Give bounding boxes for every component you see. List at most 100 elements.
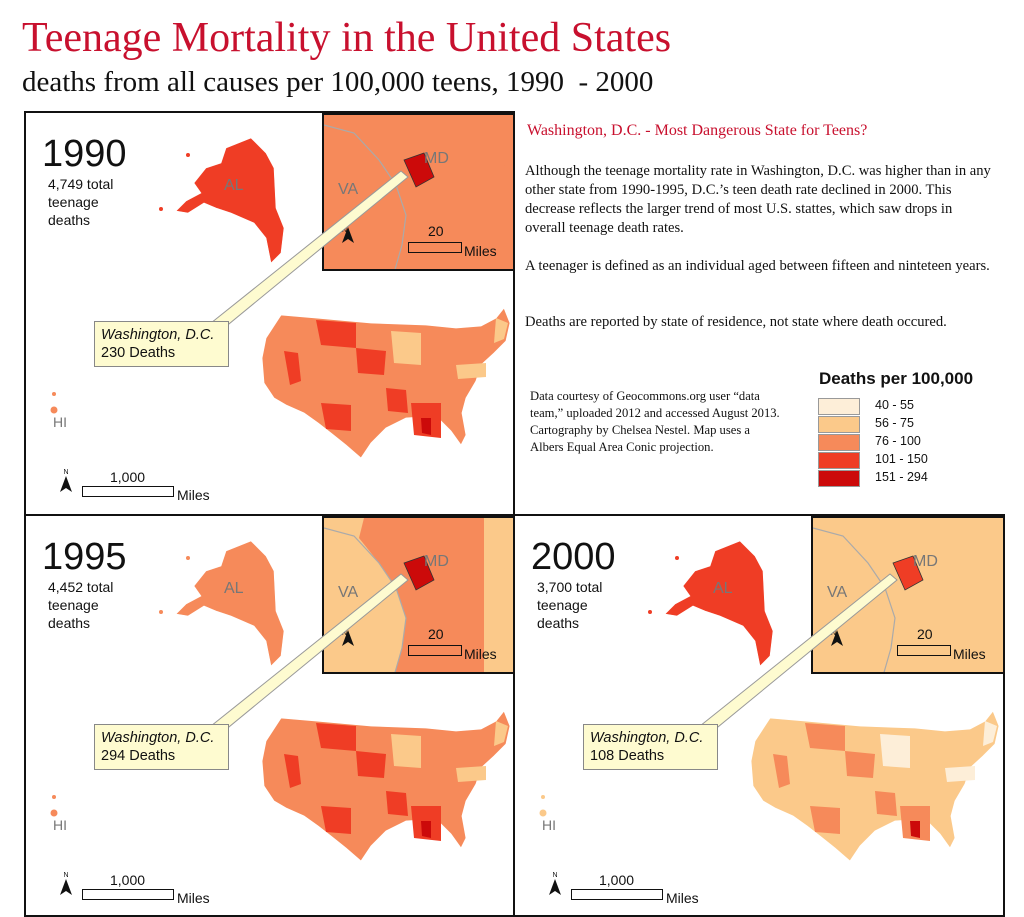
maryland-label: MD [424, 150, 449, 167]
legend-swatch [818, 416, 860, 433]
alaska-label: AL [224, 177, 244, 194]
inset-scale-bar [408, 242, 462, 253]
dc-callout: Washington, D.C. 294 Deaths [94, 724, 229, 770]
virginia-label: VA [338, 181, 359, 198]
north-arrow-icon [342, 630, 354, 646]
map-scale-unit: Miles [177, 487, 210, 503]
dc-inset-map: MD VA N 20 Miles [811, 516, 1003, 674]
state-block [284, 754, 301, 788]
state-block [845, 751, 875, 778]
panel-year: 2000 [531, 536, 616, 578]
aleutian-island [675, 556, 679, 560]
data-credit: Data courtesy of Geocommons.org user “da… [530, 389, 780, 454]
hawaii-label: HI [53, 817, 67, 833]
us-contiguous-shape [261, 307, 511, 459]
inset-north-arrow: N [831, 630, 843, 646]
state-block [316, 723, 356, 751]
state-block [773, 754, 790, 788]
dc-callout: Washington, D.C. 108 Deaths [583, 724, 718, 770]
us-contiguous-shape [261, 710, 511, 862]
panel-total-deaths: 3,700 total teenage deaths [537, 579, 603, 631]
north-label: N [63, 469, 69, 476]
legend-label: 56 - 75 [875, 416, 914, 430]
maryland-shape [359, 518, 484, 672]
aleutian-island [648, 610, 652, 614]
dc-inset-svg [324, 518, 513, 672]
aleutian-island [186, 153, 190, 157]
panel-year: 1990 [42, 133, 127, 175]
inset-scale-bar [897, 645, 951, 656]
state-block [875, 791, 897, 816]
hawaii-island [52, 795, 56, 799]
virginia-label: VA [827, 584, 848, 601]
north-arrow: N [549, 872, 561, 900]
dc-shape [403, 152, 435, 188]
legend-title: Deaths per 100,000 [819, 369, 974, 388]
sidebar-paragraph-3: Deaths are reported by state of residenc… [525, 314, 947, 330]
state-block [386, 791, 408, 816]
panel-year: 1995 [42, 536, 127, 578]
callout-place: Washington, D.C. [590, 730, 704, 746]
state-block [391, 734, 421, 768]
state-block [421, 821, 431, 838]
state-block [421, 418, 431, 435]
map-scale-unit: Miles [177, 890, 210, 906]
north-arrow-icon [831, 630, 843, 646]
inset-scale-unit: Miles [953, 646, 986, 662]
map-scale-unit: Miles [666, 890, 699, 906]
north-arrow: N [60, 872, 72, 900]
sidebar-paragraph-2: A teenager is defined as an individual a… [525, 258, 990, 274]
hawaii-island [50, 809, 58, 817]
us-map [50, 137, 511, 459]
north-label: N [63, 872, 69, 879]
delaware-strip [499, 115, 513, 171]
state-block [494, 721, 508, 746]
state-block [983, 721, 997, 746]
north-arrow: N [60, 469, 72, 497]
hawaii-label: HI [542, 817, 556, 833]
inset-scale-bar [408, 645, 462, 656]
hawaii-island [50, 406, 58, 414]
inset-north-arrow: N [342, 227, 354, 243]
north-label: N [552, 872, 558, 879]
maryland-label: MD [424, 553, 449, 570]
inset-scale-unit: Miles [464, 243, 497, 259]
inset-scale-value: 20 [917, 626, 933, 642]
dc-inset-svg [324, 115, 513, 269]
panel-total-deaths: 4,749 total teenage deaths [48, 176, 114, 228]
legend-label: 40 - 55 [875, 398, 914, 412]
north-arrow-icon [60, 879, 72, 895]
alaska-label: AL [224, 580, 244, 597]
dc-inset-map: MD VA N 20 Miles [322, 113, 513, 271]
state-block [456, 363, 486, 379]
state-block [356, 751, 386, 778]
delaware-strip [988, 518, 1003, 575]
callout-deaths: 108 Deaths [590, 748, 665, 764]
map-scale-value: 1,000 [599, 872, 635, 888]
state-block [321, 806, 351, 834]
legend-swatch [818, 434, 860, 451]
inset-north-arrow: N [342, 630, 354, 646]
state-block [945, 766, 975, 782]
north-arrow-icon [342, 227, 354, 243]
maryland-shape [359, 115, 484, 269]
state-block [494, 318, 508, 343]
state-block [880, 734, 910, 768]
map-panel-1990: 1990 4,749 total teenage deaths AL HI MD… [24, 111, 515, 516]
state-block [810, 806, 840, 834]
map-scale-bar [82, 486, 174, 497]
inset-scale-unit: Miles [464, 646, 497, 662]
sidebar-heading: Washington, D.C. - Most Dangerous State … [527, 122, 868, 139]
hawaii-label: HI [53, 414, 67, 430]
state-block [321, 403, 351, 431]
callout-deaths: 294 Deaths [101, 748, 176, 764]
hawaii-island [52, 392, 56, 396]
legend-swatch [818, 452, 860, 469]
map-scale-bar [82, 889, 174, 900]
dc-callout: Washington, D.C. 230 Deaths [94, 321, 229, 367]
us-contiguous-shape [750, 710, 1000, 862]
map-subtitle: deaths from all causes per 100,000 teens… [22, 66, 654, 98]
state-block [356, 348, 386, 375]
dc-shape [892, 555, 924, 591]
inset-scale-value: 20 [428, 223, 444, 239]
